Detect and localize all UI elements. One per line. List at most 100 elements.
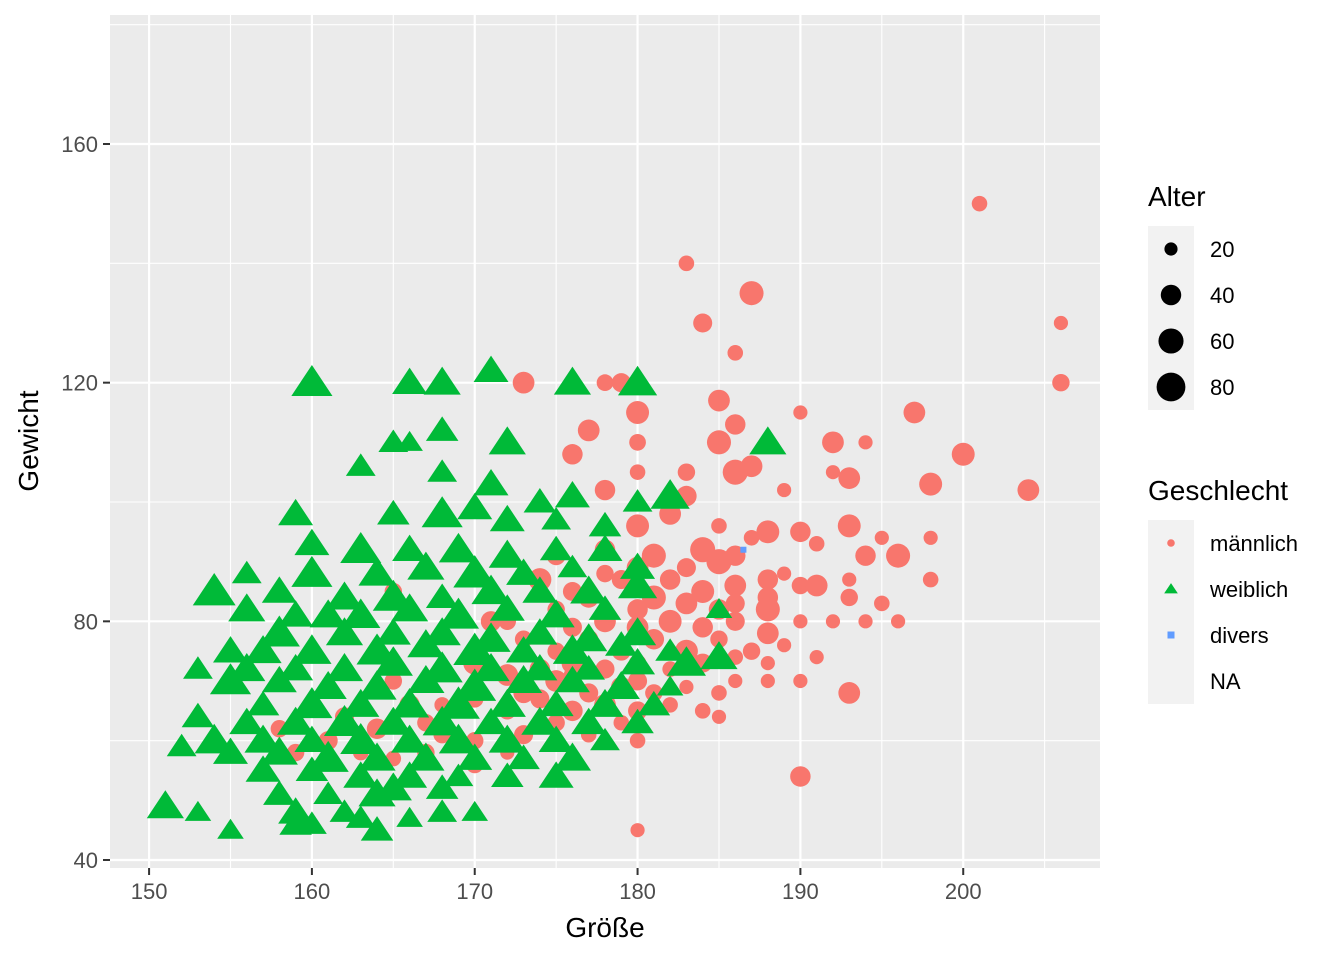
weiblich-point xyxy=(506,636,542,663)
weiblich-point xyxy=(471,574,511,605)
männlich-point xyxy=(837,514,861,538)
weiblich-point xyxy=(325,653,364,682)
weiblich-point xyxy=(297,811,327,834)
weiblich-point xyxy=(557,554,588,578)
weiblich-point xyxy=(453,555,497,588)
männlich-point xyxy=(756,622,779,645)
weiblich-point xyxy=(637,690,671,716)
weiblich-point xyxy=(504,664,543,694)
weiblich-point xyxy=(588,511,622,537)
weiblich-point xyxy=(377,499,410,525)
y-axis-title: Gewicht xyxy=(13,390,44,491)
weiblich-point xyxy=(374,706,412,735)
männlich-point xyxy=(1052,373,1070,392)
männlich-point xyxy=(577,419,600,442)
weiblich-point xyxy=(473,355,509,383)
weiblich-point xyxy=(258,615,300,647)
weiblich-point xyxy=(184,800,212,821)
legend-alter-title: Alter xyxy=(1148,181,1206,212)
weiblich-point xyxy=(507,744,540,770)
männlich-point xyxy=(596,374,614,392)
männlich-point xyxy=(793,405,808,420)
weiblich-point xyxy=(489,594,525,621)
weiblich-point xyxy=(666,646,707,676)
y-tick-label: 160 xyxy=(61,132,98,157)
weiblich-point xyxy=(538,725,574,752)
männlich-point xyxy=(530,689,550,709)
weiblich-point xyxy=(358,778,396,807)
weiblich-point xyxy=(323,705,366,737)
weiblich-point xyxy=(358,742,396,771)
weiblich-point xyxy=(621,708,654,734)
weiblich-point xyxy=(278,498,314,526)
weiblich-point xyxy=(488,724,526,753)
weiblich-point xyxy=(294,725,330,752)
legend-geschlecht-label: männlich xyxy=(1210,531,1298,556)
weiblich-point xyxy=(295,756,329,782)
x-tick-label: 180 xyxy=(619,879,656,904)
weiblich-point xyxy=(655,638,686,661)
weiblich-point xyxy=(309,599,347,628)
männlich-point xyxy=(793,673,808,689)
weiblich-point xyxy=(453,632,497,666)
männlich-point xyxy=(626,514,650,538)
weiblich-point xyxy=(622,489,653,512)
weiblich-point xyxy=(407,551,445,580)
männlich-point xyxy=(1017,479,1040,501)
legend-geschlecht-keys-bg xyxy=(1148,520,1194,704)
series-weiblich xyxy=(146,355,787,841)
weiblich-point xyxy=(472,653,510,682)
legend-alter: Alter 20 40 60 80 xyxy=(1148,181,1234,410)
männlich-point xyxy=(874,530,889,545)
legend-geschlecht-key xyxy=(1164,583,1178,594)
männlich-point xyxy=(858,614,873,629)
männlich-point xyxy=(629,433,646,451)
weiblich-point xyxy=(423,366,461,395)
weiblich-point xyxy=(244,635,282,664)
weiblich-point xyxy=(488,688,526,717)
weiblich-point xyxy=(277,706,315,735)
weiblich-point xyxy=(291,555,333,587)
weiblich-point xyxy=(553,742,592,771)
männlich-point xyxy=(760,673,775,689)
legend-geschlecht-label: weiblich xyxy=(1209,577,1288,602)
weiblich-point xyxy=(656,675,684,696)
weiblich-point xyxy=(209,663,252,695)
männlich-point xyxy=(760,656,775,671)
weiblich-point xyxy=(244,724,282,753)
weiblich-point xyxy=(425,774,459,799)
weiblich-point xyxy=(618,617,657,646)
axes: 150 160 170 180 190 200 40 80 120 160 xyxy=(61,132,981,904)
weiblich-point xyxy=(620,648,656,675)
weiblich-point xyxy=(473,707,509,735)
weiblich-point xyxy=(700,641,738,670)
männlich-point xyxy=(777,482,792,498)
männlich-point xyxy=(727,345,744,361)
weiblich-point xyxy=(260,736,298,765)
x-tick-label: 150 xyxy=(131,879,168,904)
weiblich-point xyxy=(506,558,542,585)
weiblich-point xyxy=(313,781,344,804)
männlich-point xyxy=(562,444,583,465)
männlich-point xyxy=(711,518,727,534)
weiblich-point xyxy=(554,480,590,508)
weiblich-point xyxy=(389,687,430,718)
männlich-point xyxy=(919,472,943,496)
männlich-point xyxy=(724,574,747,597)
weiblich-point xyxy=(340,532,382,564)
männlich-point xyxy=(629,732,646,749)
weiblich-point xyxy=(246,690,280,716)
weiblich-point xyxy=(396,806,423,827)
weiblich-point xyxy=(457,492,493,520)
weiblich-point xyxy=(541,507,572,530)
weiblich-point xyxy=(538,689,574,717)
männlich-point xyxy=(886,543,911,568)
männlich-point xyxy=(790,766,811,787)
weiblich-point xyxy=(213,636,248,663)
legend-alter-label: 80 xyxy=(1210,375,1234,400)
weiblich-point xyxy=(261,665,297,693)
männlich-point xyxy=(710,630,728,648)
männlich-point xyxy=(594,479,616,501)
x-tick-label: 160 xyxy=(294,879,331,904)
weiblich-point xyxy=(522,576,558,603)
